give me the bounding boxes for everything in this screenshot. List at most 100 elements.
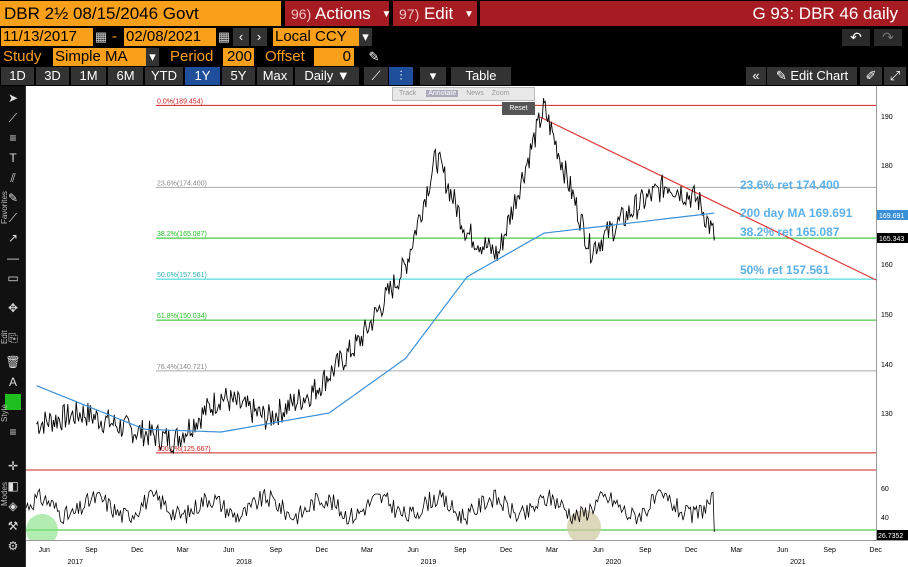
x-tick-month: Jun	[777, 547, 788, 554]
x-tick-month: Dec	[685, 547, 698, 554]
expand-icon[interactable]: ⤢	[884, 67, 906, 85]
date-dash: -	[112, 28, 117, 45]
edit-icon[interactable]: ✐	[860, 67, 882, 85]
color-swatch-icon[interactable]	[5, 394, 21, 410]
actions-menu[interactable]: 96) Actions ▼	[285, 1, 391, 26]
range-1m[interactable]: 1M	[71, 67, 106, 85]
highlight-circle	[26, 514, 58, 540]
ma-series	[36, 212, 715, 433]
range-1d[interactable]: 1D	[1, 67, 34, 85]
calendar-icon[interactable]: ▦	[94, 28, 108, 46]
study-label: Study	[3, 48, 42, 65]
reset-button[interactable]: Reset	[502, 102, 535, 115]
edit-chart-label: Edit Chart	[790, 68, 849, 83]
line-chart-icon[interactable]: ⟋	[364, 67, 388, 85]
font-icon[interactable]: A	[8, 375, 17, 389]
oscillator-series	[26, 488, 715, 533]
palette-icon[interactable]: ◈	[8, 499, 18, 513]
calendar-icon[interactable]: ▦	[217, 28, 231, 46]
line-style-icon[interactable]: ≡	[9, 425, 17, 439]
trendline-icon[interactable]: ⟋	[8, 111, 18, 125]
hline-icon[interactable]: ―	[7, 251, 19, 265]
ma-badge-text: 169.691	[879, 213, 904, 220]
start-date-field[interactable]: 11/13/2017	[1, 28, 93, 46]
tools-icon[interactable]: ⚒	[7, 519, 19, 533]
x-tick-month: Jun	[223, 547, 234, 554]
x-tick-month: Sep	[85, 547, 98, 554]
next-arrow-icon[interactable]: ›	[251, 28, 267, 46]
chevron-down-icon[interactable]: ▾	[146, 48, 159, 66]
x-tick-month: Dec	[869, 547, 882, 554]
x-tick-year: 2021	[790, 559, 806, 566]
favorites-tab[interactable]: Favorites	[0, 191, 9, 224]
x-tick-month: Mar	[546, 547, 559, 554]
track-button[interactable]: Track	[399, 90, 417, 97]
text-icon[interactable]: T	[9, 151, 17, 165]
x-tick-year: 2017	[67, 559, 83, 566]
currency-select[interactable]: Local CCY	[273, 28, 359, 46]
chevron-down-icon[interactable]: ▾	[359, 28, 372, 46]
title-bar: DBR 2½ 08/15/2046 Govt 96) Actions ▼ 97)…	[0, 0, 908, 27]
edit-chart-button[interactable]: ✎ Edit Chart	[767, 67, 857, 85]
y-tick: 130	[881, 411, 893, 418]
style-tab[interactable]: Style	[0, 404, 9, 422]
fib-label-764: 76.4%(140.721)	[157, 364, 207, 371]
oscillator-chart[interactable]	[26, 462, 876, 540]
prev-arrow-icon[interactable]: ‹	[233, 28, 249, 46]
x-tick-month: Mar	[177, 547, 190, 554]
modes-tab[interactable]: Modes	[0, 481, 9, 506]
range-max[interactable]: Max	[257, 67, 293, 85]
pen-icon[interactable]: ✎	[7, 191, 19, 205]
offset-input[interactable]: 0	[314, 48, 354, 66]
range-5y[interactable]: 5Y	[222, 67, 255, 85]
security-ticker[interactable]: DBR 2½ 08/15/2046 Govt	[0, 1, 281, 26]
zoom-button[interactable]: Zoom	[491, 90, 510, 97]
move-icon[interactable]: ✥	[7, 301, 19, 315]
delete-icon[interactable]: 🗑	[5, 355, 21, 369]
range-ytd[interactable]: YTD	[145, 67, 183, 85]
end-date-field[interactable]: 02/08/2021	[124, 28, 216, 46]
news-button[interactable]: News	[466, 90, 484, 97]
x-tick-month: Dec	[131, 547, 144, 554]
range-3d[interactable]: 3D	[36, 67, 69, 85]
study-select[interactable]: Simple MA	[53, 48, 146, 66]
frequency-select[interactable]: Daily ▼	[295, 67, 359, 85]
copy-icon[interactable]: ⎘	[8, 331, 18, 345]
edit-menu[interactable]: 97) Edit ▼	[393, 1, 477, 26]
x-tick-month: Sep	[454, 547, 467, 554]
layers-icon[interactable]: ◧	[7, 479, 19, 493]
x-tick-month: Sep	[639, 547, 652, 554]
x-tick-month: Sep	[823, 547, 836, 554]
x-tick-month: Jun	[408, 547, 419, 554]
fibonacci-icon[interactable]: ≡	[9, 131, 17, 145]
table-button[interactable]: Table	[451, 67, 511, 85]
x-tick-month: Mar	[361, 547, 374, 554]
cursor-icon[interactable]: ➤	[7, 91, 19, 105]
channel-icon[interactable]: ⫽	[10, 171, 16, 185]
bar-chart-icon[interactable]: ⫶	[389, 67, 413, 85]
arrow-draw-icon[interactable]: ↗	[7, 231, 19, 245]
price-chart[interactable]: 0.0%(189.454) 23.6%(174.400) 38.2%(165.0…	[26, 86, 876, 462]
edit-tab[interactable]: Edit	[0, 330, 9, 344]
settings-icon[interactable]: ⚙	[7, 539, 19, 553]
oscillator-svg	[26, 469, 876, 540]
pencil-icon[interactable]: ✎	[366, 48, 382, 66]
price-chart-svg: 0.0%(189.454) 23.6%(174.400) 38.2%(165.0…	[36, 97, 876, 455]
crosshair-icon[interactable]: ✛	[7, 459, 19, 473]
rectangle-icon[interactable]: ▭	[7, 271, 19, 285]
range-1y[interactable]: 1Y	[185, 67, 220, 85]
trend-line	[539, 116, 876, 281]
brush-icon[interactable]: ⟋	[8, 211, 18, 225]
undo-button[interactable]: ↶	[842, 29, 870, 46]
annotate-button[interactable]: Annotate	[426, 90, 459, 97]
collapse-icon[interactable]: «	[746, 67, 766, 85]
y-tick: 150	[881, 312, 893, 319]
period-input[interactable]: 200	[223, 48, 254, 66]
range-6m[interactable]: 6M	[108, 67, 143, 85]
x-tick-year: 2019	[421, 559, 437, 566]
fib-label-382: 38.2%(165.087)	[157, 231, 207, 238]
annotation-ret236: 23.6% ret 174.400	[740, 178, 840, 192]
chevron-down-icon: ▼	[464, 9, 474, 20]
redo-button[interactable]: ↷	[874, 29, 902, 46]
chevron-down-icon[interactable]: ▾	[420, 67, 446, 85]
